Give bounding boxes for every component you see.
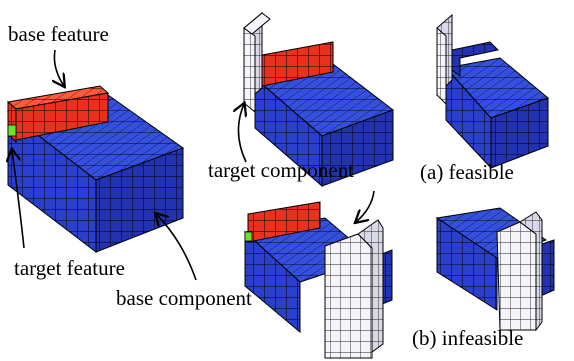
arrow-target-component-bottom bbox=[356, 190, 375, 222]
in-target-component-face bbox=[496, 221, 537, 331]
arrow-base-component bbox=[156, 214, 197, 281]
arrow-target-component-top bbox=[238, 104, 246, 163]
tm-base-right bbox=[321, 109, 394, 187]
target-feature-cell bbox=[7, 124, 17, 137]
target-feature-label: target feature bbox=[14, 256, 125, 280]
arrow-base-feature bbox=[54, 49, 64, 86]
fa-base-right bbox=[490, 97, 549, 169]
target-component-label: target component bbox=[208, 158, 354, 182]
base-component-label: base component bbox=[116, 286, 252, 310]
fa-target-component-face bbox=[436, 26, 447, 106]
in-base-front bbox=[436, 217, 498, 311]
left-assembly bbox=[6, 85, 185, 254]
tm-target-component-top bbox=[243, 12, 271, 35]
infeasible-caption: (b) infeasible bbox=[412, 326, 524, 350]
infeasible-assembly bbox=[435, 207, 555, 332]
feasible-caption: (a) feasible bbox=[420, 160, 514, 184]
bottom-middle-assembly bbox=[243, 201, 393, 359]
bm-target-component-side bbox=[357, 219, 384, 353]
arrow-target-feature bbox=[12, 150, 25, 249]
arrows bbox=[12, 49, 375, 281]
bm-target-feature-cell bbox=[244, 231, 253, 242]
feasible-assembly bbox=[436, 13, 549, 170]
bm-target-component-face bbox=[324, 233, 373, 359]
base-feature-label: base feature bbox=[8, 22, 109, 46]
tm-target-component-face bbox=[243, 27, 256, 114]
bm-base-front bbox=[244, 230, 301, 334]
top-middle-assembly bbox=[243, 11, 395, 188]
in-target-component-side bbox=[519, 211, 543, 332]
